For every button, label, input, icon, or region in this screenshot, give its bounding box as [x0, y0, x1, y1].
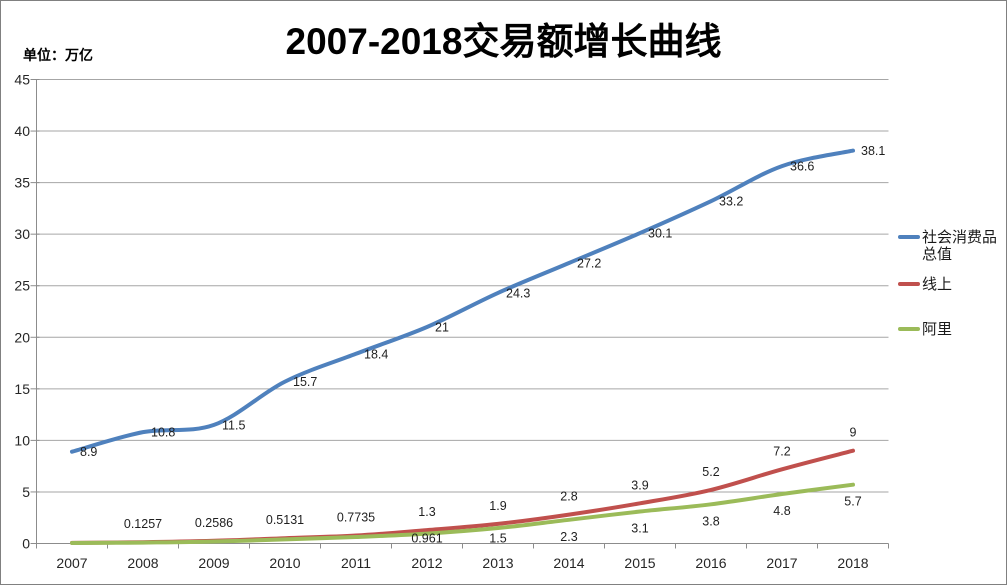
x-axis-category-label: 2017 — [766, 555, 797, 571]
legend-label-alibaba: 阿里 — [922, 321, 953, 338]
data-label-0-2009: 11.5 — [222, 418, 245, 432]
data-label-1-2008: 0.1257 — [124, 517, 162, 531]
x-axis-category-label: 2011 — [341, 555, 371, 571]
data-label-1-2016: 5.2 — [702, 465, 719, 479]
data-label-0-2012: 21 — [435, 320, 449, 334]
y-axis-tick-label: 20 — [14, 329, 30, 345]
data-label-1-2012: 1.3 — [418, 505, 435, 519]
legend-item-online: 线上 — [898, 276, 1002, 293]
data-label-0-2014: 27.2 — [577, 257, 601, 271]
legend-swatch-alibaba-icon — [898, 327, 920, 331]
series-line-0 — [70, 148, 855, 454]
data-label-0-2007: 8.9 — [80, 445, 97, 459]
legend-swatch-online-icon — [898, 282, 920, 286]
x-axis-category-label: 2018 — [837, 555, 868, 571]
x-axis-category-label: 2013 — [482, 555, 513, 571]
x-axis-category-label: 2015 — [624, 555, 655, 571]
data-label-0-2011: 18.4 — [364, 347, 388, 361]
data-label-1-2009: 0.2586 — [195, 516, 233, 530]
y-axis-tick-label: 10 — [14, 432, 30, 448]
x-axis-category-label: 2014 — [553, 555, 584, 571]
data-label-1-2018: 9 — [850, 426, 857, 440]
data-label-2-2016: 3.8 — [702, 514, 719, 528]
legend-swatch-total-retail-icon — [898, 235, 920, 239]
legend-label-online: 线上 — [922, 276, 953, 293]
legend-label-total-retail: 社会消费品总值 — [922, 229, 998, 264]
x-axis-category-label: 2007 — [56, 555, 87, 571]
data-label-1-2010: 0.5131 — [266, 513, 304, 527]
data-label-0-2013: 24.3 — [506, 286, 530, 300]
data-label-2-2015: 3.1 — [631, 522, 648, 536]
x-axis-category-label: 2016 — [695, 555, 726, 571]
data-label-0-2016: 33.2 — [719, 195, 743, 209]
data-label-0-2017: 36.6 — [790, 160, 814, 174]
y-axis-tick-label: 30 — [14, 226, 30, 242]
data-label-2-2018: 5.7 — [844, 495, 861, 509]
unit-label: 单位：万亿 — [23, 47, 93, 63]
data-label-1-2011: 0.7735 — [337, 511, 375, 525]
y-axis-tick-label: 5 — [22, 484, 30, 500]
y-axis-tick-label: 0 — [22, 536, 30, 552]
legend-item-total-retail: 社会消费品总值 — [898, 229, 1002, 264]
chart-title: 2007-2018交易额增长曲线 — [285, 21, 722, 62]
series-line-1 — [70, 448, 855, 545]
data-label-1-2014: 2.8 — [560, 490, 577, 504]
y-axis-tick-label: 35 — [14, 175, 30, 191]
data-label-0-2008: 10.8 — [151, 426, 175, 440]
series-line-2 — [70, 482, 855, 545]
legend: 社会消费品总值 线上 阿里 — [898, 229, 1006, 349]
data-label-2-2014: 2.3 — [560, 530, 577, 544]
legend-item-alibaba: 阿里 — [898, 321, 1002, 338]
x-axis-category-label: 2008 — [127, 555, 158, 571]
y-axis-tick-label: 45 — [14, 72, 30, 88]
x-axis-category-label: 2010 — [269, 555, 300, 571]
x-axis-category-label: 2009 — [198, 555, 229, 571]
data-label-1-2017: 7.2 — [773, 444, 790, 458]
data-label-0-2010: 15.7 — [293, 375, 317, 389]
data-label-1-2015: 3.9 — [631, 478, 648, 492]
data-label-1-2013: 1.9 — [489, 499, 506, 513]
data-label-2-2012: 0.961 — [411, 532, 442, 546]
x-axis-category-label: 2012 — [411, 555, 442, 571]
data-label-0-2015: 30.1 — [648, 227, 672, 241]
data-label-0-2018: 38.1 — [861, 144, 885, 158]
data-label-2-2017: 4.8 — [773, 504, 790, 518]
y-axis-tick-label: 15 — [14, 381, 30, 397]
y-axis-tick-label: 25 — [14, 278, 30, 294]
data-label-2-2013: 1.5 — [489, 532, 506, 546]
y-axis-tick-label: 40 — [14, 123, 30, 139]
